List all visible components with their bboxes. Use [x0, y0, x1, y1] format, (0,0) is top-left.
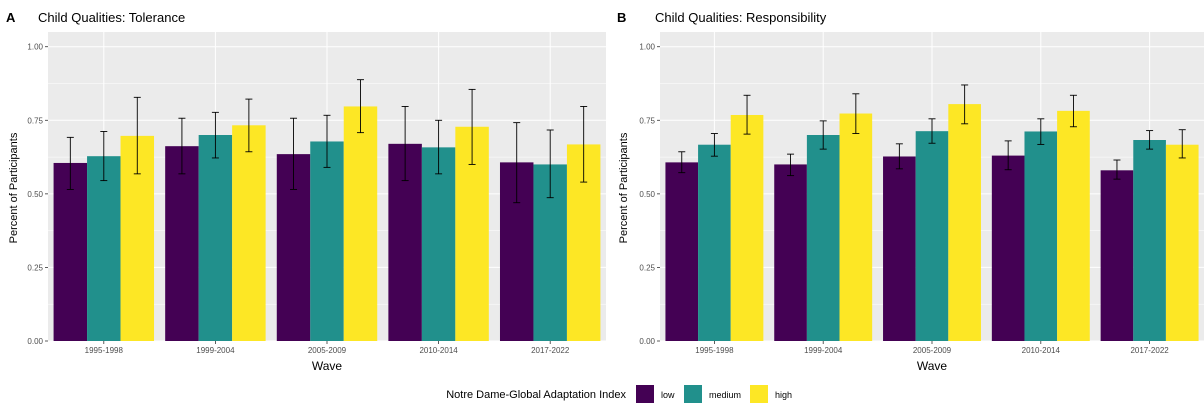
panel-b-tag: B	[617, 10, 626, 25]
bar-high	[730, 114, 764, 341]
x-tick-label: 1999-2004	[196, 346, 235, 355]
bar-high	[839, 113, 873, 341]
bar-low	[883, 156, 916, 341]
bar-low	[53, 162, 88, 341]
bar-low	[165, 146, 199, 341]
legend-label-low: low	[661, 390, 675, 400]
y-tick-label: 1.00	[27, 43, 43, 52]
bar-medium	[698, 144, 731, 341]
x-tick-label: 2010-2014	[419, 346, 458, 355]
bar-high	[1165, 144, 1199, 341]
bar-medium	[1024, 131, 1058, 341]
legend-label-medium: medium	[709, 390, 741, 400]
bar-medium	[915, 131, 949, 341]
y-tick-label: 0.00	[639, 337, 655, 346]
y-tick-label: 0.25	[639, 263, 655, 272]
y-tick-label: 0.75	[639, 116, 655, 125]
x-tick-label: 2005-2009	[913, 346, 952, 355]
bar-medium	[87, 156, 121, 341]
y-tick-label: 0.25	[27, 263, 43, 272]
bar-high	[232, 125, 266, 341]
y-tick-label: 0.75	[27, 116, 43, 125]
bar-medium	[198, 135, 233, 341]
bar-low	[774, 164, 807, 341]
x-tick-label: 1999-2004	[804, 346, 843, 355]
x-tick-label: 1995-1998	[695, 346, 734, 355]
panel-a-xlabel: Wave	[312, 359, 343, 373]
y-tick-label: 0.50	[639, 190, 655, 199]
bar-medium	[310, 141, 344, 341]
panel-b-ylabel: Percent of Participants	[618, 132, 630, 243]
x-tick-label: 2005-2009	[308, 346, 347, 355]
y-tick-label: 1.00	[639, 43, 655, 52]
x-tick-label: 2017-2022	[531, 346, 570, 355]
panel-a-tag: A	[6, 10, 16, 25]
legend-key-high	[750, 385, 768, 403]
panel-a-ylabel: Percent of Participants	[8, 132, 20, 243]
x-tick-label: 2017-2022	[1130, 346, 1169, 355]
y-tick-label: 0.50	[27, 190, 43, 199]
panel-b-xlabel: Wave	[917, 359, 948, 373]
x-tick-label: 1995-1998	[85, 346, 124, 355]
bar-low	[1100, 170, 1134, 341]
panel-a: 0.00 0.25 0.50 0.75 1.00 1995-1998 1999-2004 20…	[27, 32, 606, 355]
y-tick-label: 0.00	[27, 337, 43, 346]
bar-low	[991, 155, 1025, 341]
legend-title: Notre Dame-Global Adaptation Index	[446, 389, 626, 401]
bar-high	[948, 104, 981, 341]
bar-low	[665, 162, 699, 341]
legend-key-low	[636, 385, 654, 403]
bar-medium	[1133, 140, 1166, 341]
panel-a-title: Child Qualities: Tolerance	[38, 10, 185, 25]
x-tick-label: 2010-2014	[1022, 346, 1061, 355]
bar-medium	[806, 135, 840, 341]
bar-high	[343, 106, 378, 341]
bar-high	[1057, 110, 1090, 342]
panel-b: 0.00 0.25 0.50 0.75 1.00 1995-1998 1999-2004 20…	[639, 32, 1204, 355]
bar-medium	[421, 147, 456, 341]
legend-key-medium	[684, 385, 702, 403]
legend-label-high: high	[775, 390, 792, 400]
panel-b-title: Child Qualities: Responsibility	[655, 10, 827, 25]
